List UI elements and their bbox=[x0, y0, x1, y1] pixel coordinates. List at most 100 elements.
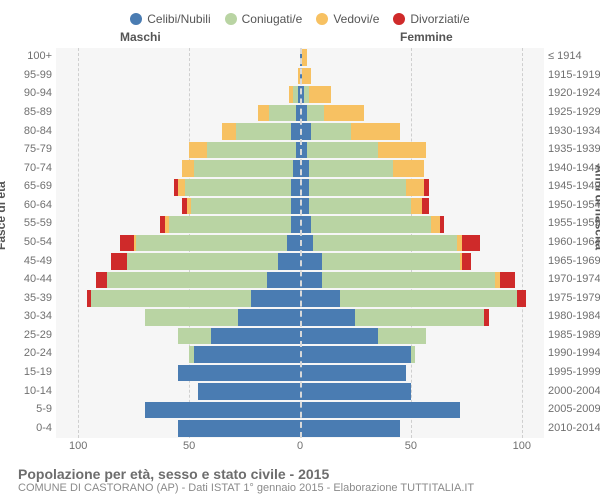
bar-female-divorced bbox=[500, 272, 516, 289]
bar-male-single bbox=[291, 216, 300, 233]
bar-female-married bbox=[309, 160, 393, 177]
bar-female-divorced bbox=[424, 179, 428, 196]
bar-male-widowed bbox=[289, 86, 293, 103]
bar-female-widowed bbox=[393, 160, 424, 177]
bar-female-single bbox=[300, 290, 340, 307]
bar-male-married bbox=[194, 160, 294, 177]
bar-female-single bbox=[300, 253, 322, 270]
legend-label: Vedovi/e bbox=[333, 12, 379, 26]
bar-female-single bbox=[300, 365, 406, 382]
bar-female-widowed bbox=[302, 68, 311, 85]
bar-male-widowed bbox=[258, 105, 269, 122]
age-label: 5-9 bbox=[2, 403, 52, 415]
bar-female-married bbox=[322, 272, 495, 289]
bar-female-widowed bbox=[378, 142, 427, 159]
legend-swatch bbox=[225, 13, 237, 25]
bar-male-married bbox=[189, 346, 193, 363]
legend-swatch bbox=[393, 13, 405, 25]
age-label: 80-84 bbox=[2, 125, 52, 137]
bar-male-single bbox=[178, 420, 300, 437]
bar-female-widowed bbox=[431, 216, 440, 233]
bar-male-widowed bbox=[182, 160, 193, 177]
age-label: 100+ bbox=[2, 50, 52, 62]
bar-male-single bbox=[211, 328, 300, 345]
bar-female-single bbox=[300, 402, 460, 419]
bar-male-divorced bbox=[96, 272, 107, 289]
year-label: ≤ 1914 bbox=[548, 50, 582, 62]
gender-headers: Maschi Femmine bbox=[0, 30, 600, 48]
bar-male-married bbox=[169, 216, 291, 233]
bar-female-widowed bbox=[309, 86, 331, 103]
bar-female-single bbox=[300, 309, 355, 326]
bar-female-married bbox=[313, 235, 457, 252]
bar-male-married bbox=[127, 253, 278, 270]
year-label: 1960-1964 bbox=[548, 236, 600, 248]
age-label: 85-89 bbox=[2, 106, 52, 118]
bar-female-single bbox=[300, 420, 400, 437]
legend-swatch bbox=[130, 13, 142, 25]
bar-female-widowed bbox=[406, 179, 424, 196]
age-label: 10-14 bbox=[2, 385, 52, 397]
year-label: 1950-1954 bbox=[548, 199, 600, 211]
bar-male-divorced bbox=[87, 290, 91, 307]
year-label: 1985-1989 bbox=[548, 329, 600, 341]
x-tick-label: 100 bbox=[513, 440, 531, 452]
bar-male-single bbox=[278, 253, 300, 270]
bar-male-widowed bbox=[222, 123, 235, 140]
bar-male-divorced bbox=[160, 216, 164, 233]
legend-label: Celibi/Nubili bbox=[147, 12, 210, 26]
year-label: 1925-1929 bbox=[548, 106, 600, 118]
bar-female-divorced bbox=[462, 253, 471, 270]
plot-area bbox=[56, 48, 544, 438]
population-pyramid-chart: Celibi/NubiliConiugati/eVedovi/eDivorzia… bbox=[0, 0, 600, 500]
age-label: 55-59 bbox=[2, 217, 52, 229]
bar-male-single bbox=[194, 346, 300, 363]
age-label: 65-69 bbox=[2, 180, 52, 192]
bar-male-married bbox=[185, 179, 291, 196]
caption-title: Popolazione per età, sesso e stato civil… bbox=[18, 466, 474, 482]
x-tick-label: 0 bbox=[297, 440, 303, 452]
center-line bbox=[300, 48, 302, 438]
bar-male-single bbox=[267, 272, 300, 289]
legend: Celibi/NubiliConiugati/eVedovi/eDivorzia… bbox=[0, 0, 600, 30]
age-label: 70-74 bbox=[2, 162, 52, 174]
age-label: 0-4 bbox=[2, 422, 52, 434]
age-label: 20-24 bbox=[2, 347, 52, 359]
bar-female-married bbox=[311, 216, 431, 233]
bar-female-widowed bbox=[302, 49, 306, 66]
bar-male-married bbox=[269, 105, 296, 122]
header-male: Maschi bbox=[120, 30, 161, 44]
year-label: 1975-1979 bbox=[548, 292, 600, 304]
year-label: 1955-1959 bbox=[548, 217, 600, 229]
bar-male-widowed bbox=[178, 179, 185, 196]
bar-male-widowed bbox=[189, 142, 207, 159]
bar-male-widowed bbox=[165, 216, 169, 233]
year-label: 1940-1944 bbox=[548, 162, 600, 174]
header-female: Femmine bbox=[400, 30, 453, 44]
bar-female-married bbox=[322, 253, 460, 270]
bar-female-married bbox=[309, 198, 411, 215]
caption-subtitle: COMUNE DI CASTORANO (AP) - Dati ISTAT 1°… bbox=[18, 482, 474, 494]
age-label: 95-99 bbox=[2, 69, 52, 81]
bar-female-divorced bbox=[462, 235, 480, 252]
bar-male-married bbox=[136, 235, 287, 252]
year-label: 1980-1984 bbox=[548, 310, 600, 322]
legend-label: Coniugati/e bbox=[242, 12, 303, 26]
bar-male-married bbox=[107, 272, 267, 289]
bar-female-married bbox=[411, 346, 415, 363]
bar-male-single bbox=[238, 309, 300, 326]
bar-male-single bbox=[178, 365, 300, 382]
age-label: 35-39 bbox=[2, 292, 52, 304]
year-label: 1915-1919 bbox=[548, 69, 600, 81]
legend-item: Celibi/Nubili bbox=[130, 12, 210, 26]
age-label: 50-54 bbox=[2, 236, 52, 248]
caption: Popolazione per età, sesso e stato civil… bbox=[18, 466, 474, 494]
x-tick-label: 50 bbox=[405, 440, 417, 452]
bar-male-single bbox=[251, 290, 300, 307]
bar-male-divorced bbox=[111, 253, 127, 270]
bar-female-married bbox=[309, 179, 407, 196]
age-label: 40-44 bbox=[2, 273, 52, 285]
bar-male-divorced bbox=[120, 235, 133, 252]
bar-female-widowed bbox=[411, 198, 422, 215]
bar-female-single bbox=[300, 272, 322, 289]
